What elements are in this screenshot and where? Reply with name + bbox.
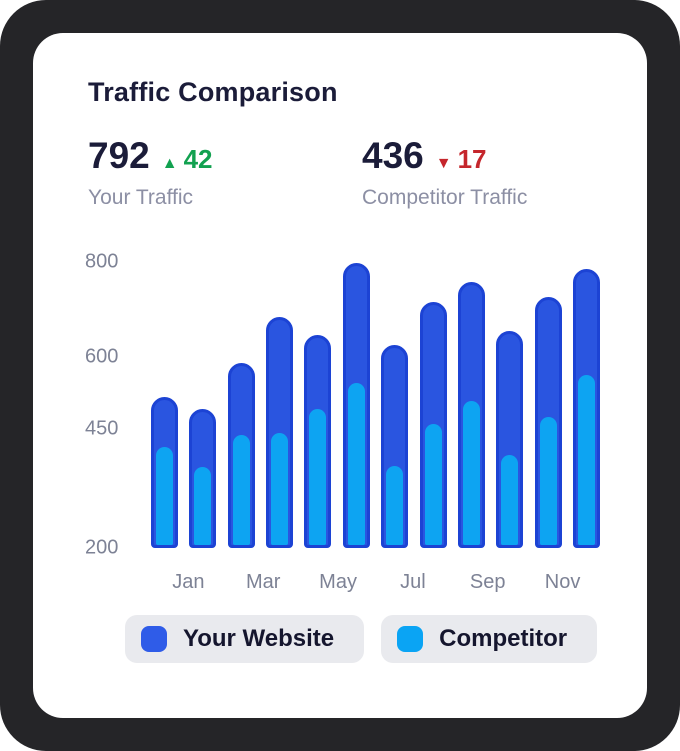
competitor-bar [501, 454, 519, 545]
legend-label-your-website: Your Website [183, 625, 335, 652]
bar-slot-apr [266, 262, 294, 548]
bar-slot-oct [496, 262, 524, 548]
bar-slot-jan [151, 262, 178, 548]
chart-legend: Your Website Competitor [125, 615, 598, 663]
y-tick-200: 200 [85, 536, 119, 559]
competitor-traffic-delta-value: 17 [457, 144, 487, 174]
x-tick-mar: Mar [246, 571, 281, 593]
bar-slot-nov [534, 262, 562, 548]
plot-area [151, 262, 600, 548]
your-website-swatch-icon [141, 626, 167, 652]
bar-slot-jun [342, 262, 370, 548]
competitor-traffic-delta: ▼ 17 [436, 144, 487, 175]
competitor-swatch-icon [397, 626, 424, 652]
competitor-bar [156, 446, 173, 545]
bar-slot-dec [572, 262, 600, 548]
competitor-bar [309, 409, 327, 545]
bar-slot-may [304, 262, 332, 548]
competitor-traffic-stat: 436 ▼ 17 Competitor Traffic [362, 135, 636, 210]
y-tick-800: 800 [85, 250, 119, 273]
competitor-traffic-label: Competitor Traffic [362, 186, 528, 209]
legend-item-competitor[interactable]: Competitor [381, 615, 598, 663]
legend-item-your-website[interactable]: Your Website [125, 615, 365, 663]
page-title: Traffic Comparison [88, 77, 338, 107]
your-traffic-label: Your Traffic [88, 186, 194, 209]
your-website-bar [381, 344, 409, 548]
competitor-bar [194, 466, 212, 545]
your-traffic-delta-value: 42 [183, 144, 213, 174]
competitor-bar [577, 374, 595, 545]
competitor-bar [462, 401, 480, 545]
y-axis: 800 600 450 200 [85, 251, 137, 559]
competitor-bar [539, 416, 557, 545]
traffic-comparison-card: Traffic Comparison 792 ▲ 42 Your Traffic… [33, 33, 647, 718]
your-traffic-stat: 792 ▲ 42 Your Traffic [88, 135, 362, 210]
x-axis: Jan Mar May Jul Sep Nov [151, 571, 600, 594]
stats-row: 792 ▲ 42 Your Traffic 436 ▼ 17 Competito… [88, 135, 636, 210]
competitor-bar [347, 382, 365, 545]
legend-label-competitor: Competitor [439, 625, 568, 652]
bar-slot-mar [227, 262, 255, 548]
your-traffic-delta: ▲ 42 [162, 144, 213, 175]
competitor-bar [386, 465, 404, 545]
x-tick-sep: Sep [469, 571, 506, 593]
competitor-bar [271, 432, 289, 545]
x-tick-may: May [319, 571, 357, 593]
competitor-traffic-value: 436 [362, 135, 424, 176]
y-tick-600: 600 [85, 345, 119, 368]
y-tick-450: 450 [85, 417, 119, 440]
x-tick-nov: Nov [544, 571, 581, 593]
arrow-up-icon: ▲ [161, 155, 178, 172]
bar-slot-jul [381, 262, 409, 548]
bar-slot-feb [189, 262, 217, 548]
competitor-bar [232, 434, 250, 545]
bar-slot-aug [419, 262, 447, 548]
bar-slot-sep [457, 262, 485, 548]
x-tick-jan: Jan [172, 571, 205, 593]
arrow-down-icon: ▼ [435, 155, 452, 172]
your-traffic-value: 792 [88, 135, 150, 176]
x-tick-jul: Jul [400, 571, 426, 593]
competitor-bar [424, 423, 442, 545]
